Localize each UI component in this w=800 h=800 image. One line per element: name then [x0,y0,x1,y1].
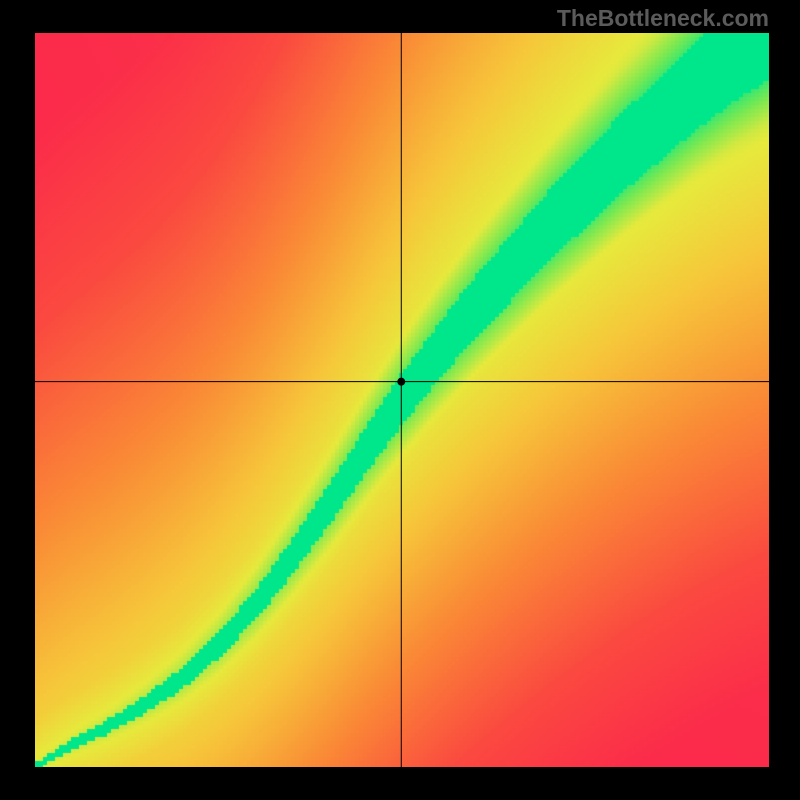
bottleneck-heatmap [35,33,769,767]
chart-container: TheBottleneck.com [0,0,800,800]
watermark-text: TheBottleneck.com [557,5,769,32]
